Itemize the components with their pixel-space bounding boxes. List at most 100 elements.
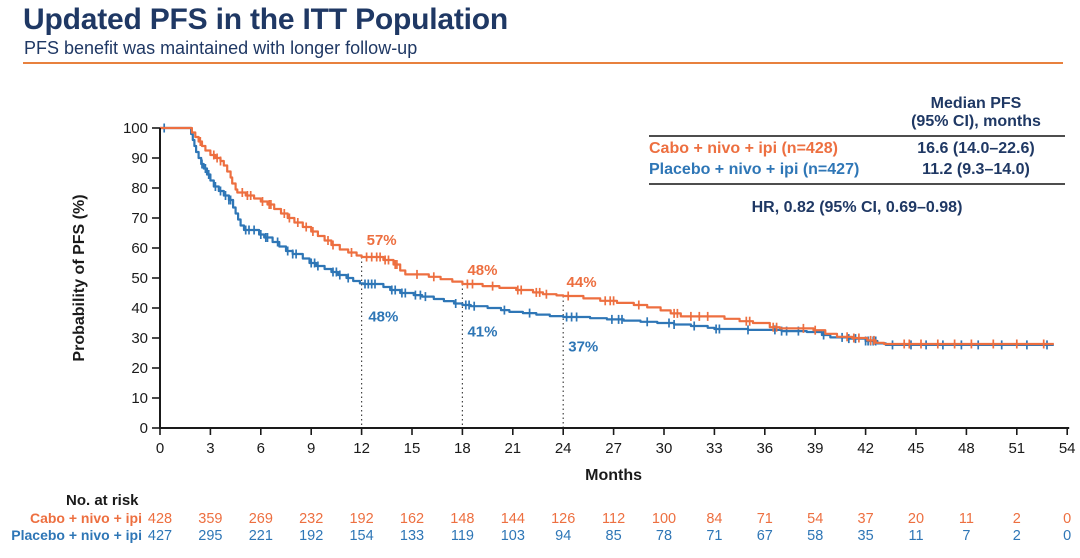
svg-text:11: 11	[908, 528, 923, 544]
svg-text:269: 269	[249, 511, 273, 527]
svg-text:144: 144	[501, 511, 525, 527]
svg-text:58: 58	[807, 528, 823, 544]
svg-text:Cabo + nivo + ipi: Cabo + nivo + ipi	[30, 510, 142, 526]
svg-text:50: 50	[131, 270, 148, 287]
svg-text:80: 80	[131, 180, 148, 197]
svg-text:2: 2	[1013, 528, 1021, 544]
svg-text:40: 40	[131, 300, 148, 317]
svg-text:18: 18	[454, 440, 471, 457]
svg-text:0: 0	[140, 420, 148, 437]
svg-text:126: 126	[551, 511, 575, 527]
svg-text:0: 0	[156, 440, 164, 457]
svg-text:70: 70	[131, 210, 148, 227]
svg-text:36: 36	[756, 440, 773, 457]
page-subtitle: PFS benefit was maintained with longer f…	[24, 37, 418, 58]
svg-text:100: 100	[652, 511, 676, 527]
svg-text:24: 24	[555, 440, 572, 457]
svg-text:100: 100	[123, 120, 148, 137]
svg-text:48: 48	[958, 440, 975, 457]
svg-text:11: 11	[959, 511, 974, 527]
svg-text:35: 35	[858, 528, 874, 544]
table-row-cabo: Cabo + nivo + ipi (n=428) 16.6 (14.0–22.…	[649, 139, 1065, 160]
svg-text:112: 112	[602, 511, 625, 527]
svg-text:9: 9	[307, 440, 315, 457]
svg-text:103: 103	[501, 528, 525, 544]
svg-text:12: 12	[353, 440, 370, 457]
svg-text:27: 27	[605, 440, 622, 457]
svg-text:54: 54	[807, 511, 823, 527]
svg-text:51: 51	[1008, 440, 1025, 457]
median-value-cabo: 16.6 (14.0–22.6)	[917, 140, 1035, 158]
placebo-nivo-ipi-curve	[160, 126, 1054, 346]
svg-text:428: 428	[148, 511, 172, 527]
at-risk-title: No. at risk	[66, 492, 139, 509]
at-risk-row-cabo-nivo-ipi: Cabo + nivo + ipi 428 359 269 232 192 162 148 14…	[30, 510, 1071, 527]
svg-text:359: 359	[198, 511, 222, 527]
svg-text:119: 119	[451, 528, 474, 544]
svg-text:67: 67	[757, 528, 773, 544]
landmark-label-cabo-nivo-ipi-44%: 44%	[567, 274, 597, 291]
svg-text:221: 221	[249, 528, 273, 544]
series-label-cabo: Cabo + nivo + ipi (n=428)	[649, 140, 838, 158]
median-pfs-table: Median PFS (95% CI), months Cabo + nivo …	[649, 95, 1065, 217]
median-pfs-header-line1: Median PFS	[930, 95, 1022, 112]
svg-text:148: 148	[450, 511, 474, 527]
svg-text:71: 71	[706, 528, 722, 544]
svg-text:133: 133	[400, 528, 424, 544]
landmark-label-cabo-nivo-ipi-57%: 57%	[367, 232, 397, 249]
svg-text:0: 0	[1063, 511, 1071, 527]
at-risk-row-placebo-nivo-ipi: Placebo + nivo + ipi 427 295 221 192 154 133 11…	[11, 527, 1071, 544]
page-title: Updated PFS in the ITT Population	[23, 3, 509, 36]
svg-text:30: 30	[656, 440, 673, 457]
svg-text:78: 78	[656, 528, 672, 544]
median-value-placebo: 11.2 (9.3–14.0)	[922, 161, 1030, 179]
cabo-nivo-ipi-censor-marks	[199, 137, 1045, 349]
landmark-label-placebo-nivo-ipi-41%: 41%	[467, 324, 497, 341]
median-pfs-header-line2: (95% CI), months	[911, 113, 1041, 131]
landmark-label-cabo-nivo-ipi-48%: 48%	[467, 262, 497, 279]
x-axis-title: Months	[585, 467, 642, 484]
svg-text:21: 21	[504, 440, 521, 457]
svg-text:192: 192	[299, 528, 323, 544]
svg-text:33: 33	[706, 440, 723, 457]
svg-text:295: 295	[198, 528, 222, 544]
svg-text:7: 7	[962, 528, 970, 544]
svg-text:54: 54	[1059, 440, 1076, 457]
svg-text:15: 15	[404, 440, 421, 457]
svg-text:94: 94	[555, 528, 571, 544]
svg-text:20: 20	[908, 511, 924, 527]
median-pfs-table-header: Median PFS (95% CI), months	[887, 95, 1065, 132]
header-divider	[23, 62, 1063, 64]
landmark-label-placebo-nivo-ipi-48%: 48%	[368, 309, 398, 326]
svg-text:20: 20	[131, 360, 148, 377]
slide-header: Updated PFS in the ITT Population PFS be…	[23, 4, 1062, 59]
svg-text:37: 37	[858, 511, 874, 527]
median-pfs-rows: Cabo + nivo + ipi (n=428) 16.6 (14.0–22.…	[649, 134, 1065, 185]
series-label-placebo: Placebo + nivo + ipi (n=427)	[649, 161, 860, 179]
y-axis-title: Probability of PFS (%)	[71, 194, 88, 361]
hazard-ratio: HR, 0.82 (95% CI, 0.69–0.98)	[751, 198, 963, 216]
svg-text:10: 10	[131, 390, 148, 407]
svg-text:3: 3	[206, 440, 214, 457]
svg-text:30: 30	[131, 330, 148, 347]
svg-text:Placebo + nivo + ipi: Placebo + nivo + ipi	[11, 527, 142, 543]
table-row-placebo: Placebo + nivo + ipi (n=427) 11.2 (9.3–1…	[649, 160, 1065, 181]
svg-text:90: 90	[131, 150, 148, 167]
svg-text:154: 154	[349, 528, 373, 544]
landmark-label-placebo-nivo-ipi-37%: 37%	[568, 339, 598, 356]
svg-text:45: 45	[908, 440, 925, 457]
placebo-nivo-ipi-censor-marks	[163, 123, 1048, 350]
svg-text:60: 60	[131, 240, 148, 257]
svg-text:162: 162	[400, 511, 424, 527]
x-tick-labels: 0 3 6 9 12 15 18 21 24 27 30 33 36 39 42 45 48 51 54	[156, 428, 1076, 457]
svg-text:232: 232	[299, 511, 323, 527]
svg-text:85: 85	[606, 528, 622, 544]
svg-text:71: 71	[757, 511, 773, 527]
svg-text:192: 192	[349, 511, 373, 527]
y-tick-labels: 0 10 20 30 40 50 60 70 80 90 100	[123, 120, 160, 437]
svg-text:84: 84	[706, 511, 722, 527]
svg-text:0: 0	[1063, 528, 1071, 544]
